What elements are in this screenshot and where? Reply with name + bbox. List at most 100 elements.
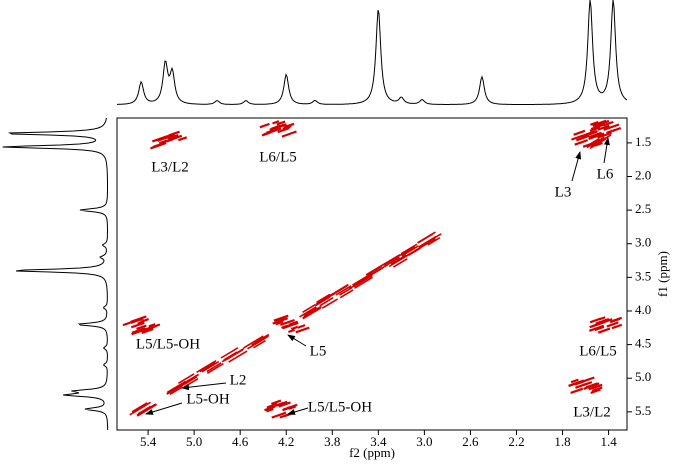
contour-stroke [275, 317, 286, 323]
contour-stroke [575, 134, 590, 142]
cross-peak [299, 303, 323, 320]
contour-stroke [278, 401, 291, 408]
annotation: L5/L5-OH [136, 336, 200, 352]
contour-stroke [589, 120, 599, 126]
contour-stroke [335, 285, 352, 296]
contour-stroke [382, 252, 404, 266]
contour-stroke [295, 326, 310, 334]
cross-peak [129, 401, 158, 417]
contour-stroke [178, 136, 188, 142]
contour-stroke [321, 298, 338, 309]
cross-peak [400, 242, 428, 258]
cross-peak [382, 252, 408, 268]
contour-stroke [264, 405, 276, 412]
cross-peak [264, 399, 298, 419]
contour-stroke [155, 135, 168, 142]
cross-peak [314, 292, 338, 309]
contour-stroke [271, 411, 287, 419]
y-tick-label: 4.0 [635, 302, 651, 317]
contour-stroke [131, 402, 148, 413]
contour-stroke [599, 318, 613, 325]
contour-stroke [130, 321, 145, 329]
contour-stroke [283, 122, 295, 129]
y-tick-label: 4.5 [635, 336, 651, 351]
contour-stroke [196, 359, 217, 374]
contour-stroke [288, 320, 298, 326]
contour-stroke [131, 327, 146, 334]
top-projection [117, 0, 628, 105]
cross-peak [586, 119, 622, 139]
contour-stroke [365, 262, 387, 276]
cross-peak [348, 272, 374, 290]
contour-stroke [272, 120, 280, 125]
annotation: L6 [597, 166, 614, 182]
x-tick-label: 5.0 [186, 434, 202, 449]
contour-stroke [610, 126, 622, 133]
contour-stroke [402, 246, 416, 255]
y-tick-label: 3.5 [635, 268, 651, 283]
annotation-arrow [603, 137, 610, 164]
cross-peak [568, 376, 603, 395]
contour-stroke [221, 350, 240, 363]
contour-stroke [392, 258, 408, 268]
contour-stroke [270, 399, 282, 405]
cross-peak [588, 316, 623, 334]
contour-stroke [137, 320, 145, 325]
contour-stroke [266, 402, 278, 409]
contour-stroke [352, 273, 372, 286]
x-tick-label: 3.8 [324, 434, 340, 449]
x-tick-label: 4.6 [232, 434, 249, 449]
contour-stroke [585, 382, 598, 389]
contour-stroke [141, 327, 154, 334]
left-projection [2, 117, 109, 431]
x-tick-label: 2.2 [508, 434, 524, 449]
contour-stroke [384, 256, 400, 267]
contour-stroke [585, 137, 600, 147]
annotation: L5-OH [186, 391, 229, 407]
contour-stroke [220, 347, 239, 359]
cross-peak [417, 231, 442, 248]
contour-stroke [275, 320, 284, 325]
plot-frame [116, 117, 628, 431]
contour-stroke [401, 245, 419, 257]
contour-stroke [586, 130, 598, 136]
contour-stroke [353, 274, 373, 288]
contour-stroke [319, 297, 334, 307]
contour-stroke [302, 303, 316, 313]
contour-stroke [243, 335, 264, 349]
contour-stroke [584, 381, 593, 386]
contour-stroke [302, 307, 322, 320]
contour-stroke [400, 243, 418, 255]
contour-stroke [253, 339, 266, 349]
cross-peak [332, 284, 354, 299]
contour-stroke [595, 317, 610, 325]
contour-stroke [590, 123, 606, 131]
contour-stroke [427, 237, 441, 246]
contour-stroke [281, 130, 297, 138]
y-tick-label: 2.5 [635, 201, 651, 216]
x-tick-label: 1.8 [554, 434, 570, 449]
contour-stroke [148, 324, 157, 330]
contour-stroke [228, 350, 248, 363]
contour-stroke [273, 314, 289, 322]
contour-stroke [299, 306, 317, 318]
contour-stroke [339, 289, 354, 299]
contour-stroke [611, 323, 623, 330]
y-tick-label: 5.5 [635, 403, 651, 418]
contour-stroke [602, 120, 614, 127]
contour-stroke [390, 254, 407, 265]
contour-stroke [136, 324, 147, 331]
contour-stroke [573, 129, 586, 136]
contour-stroke [597, 124, 610, 131]
contour-stroke [317, 292, 336, 305]
contour-stroke [131, 401, 152, 414]
contour-stroke [598, 316, 606, 321]
y-tick-label: 1.5 [635, 134, 651, 149]
contour-stroke [570, 378, 579, 384]
contour-stroke [597, 327, 611, 334]
annotation: L5 [310, 343, 327, 359]
contour-stroke [206, 362, 222, 373]
contour-stroke [592, 383, 603, 390]
cross-peak [243, 334, 270, 350]
